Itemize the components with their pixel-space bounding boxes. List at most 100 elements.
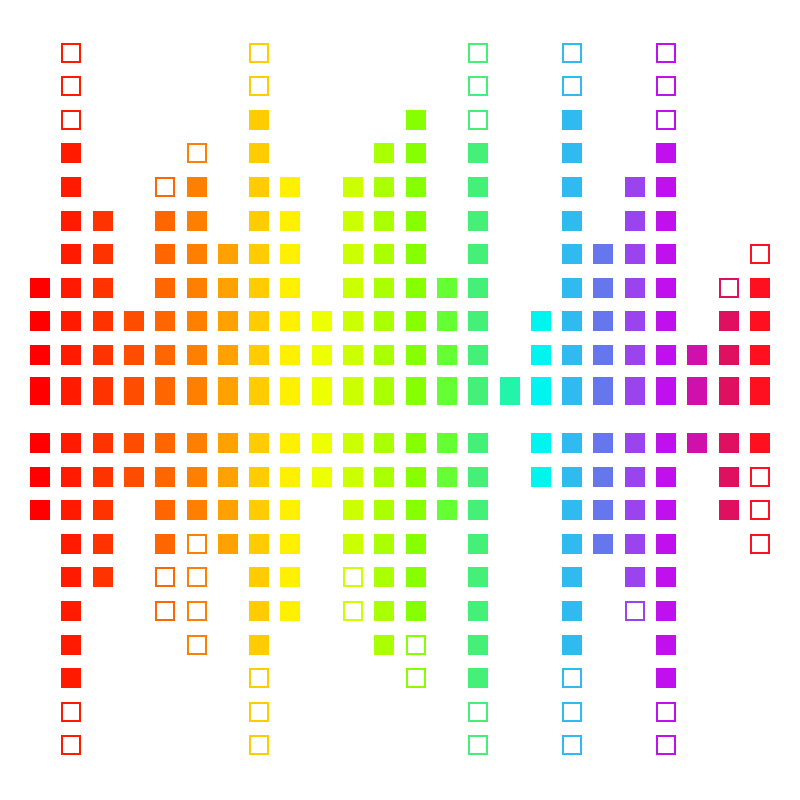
peak-cell-hollow — [749, 466, 770, 487]
level-cell — [61, 567, 82, 588]
peak-cell-hollow — [656, 42, 676, 63]
level-cell — [436, 345, 457, 365]
level-cell — [92, 533, 113, 554]
level-cell — [624, 567, 645, 588]
peak-cell-hollow — [624, 601, 645, 621]
peak-cell-hollow — [405, 668, 426, 689]
level-cell — [468, 277, 489, 298]
level-cell — [624, 244, 645, 265]
level-cell — [718, 311, 739, 332]
level-cell — [468, 466, 489, 487]
level-cell — [217, 500, 238, 521]
level-cell — [61, 533, 82, 554]
peak-cell-hollow — [343, 567, 363, 588]
level-cell — [30, 500, 50, 521]
level-cell — [280, 533, 301, 554]
level-cell — [343, 345, 363, 365]
peak-cell-hollow — [186, 533, 207, 554]
level-cell — [186, 311, 207, 332]
level-cell — [624, 345, 645, 365]
level-cell — [656, 601, 676, 621]
level-cell — [562, 109, 583, 130]
level-cell — [436, 466, 457, 487]
level-cell — [155, 466, 176, 487]
peak-cell-hollow — [749, 500, 770, 521]
center-bar — [123, 377, 144, 405]
level-cell — [562, 567, 583, 588]
level-cell — [155, 533, 176, 554]
level-cell — [656, 668, 676, 689]
center-bar — [311, 377, 332, 405]
peak-cell-hollow — [249, 76, 270, 97]
level-cell — [374, 210, 395, 231]
level-cell — [593, 466, 614, 487]
level-cell — [92, 244, 113, 265]
level-cell — [718, 433, 739, 453]
center-bar — [718, 377, 739, 405]
center-bar — [687, 377, 708, 405]
center-bar — [749, 377, 770, 405]
level-cell — [186, 466, 207, 487]
level-cell — [217, 244, 238, 265]
level-cell — [374, 533, 395, 554]
level-cell — [749, 433, 770, 453]
peak-cell-hollow — [562, 735, 583, 756]
level-cell — [468, 143, 489, 164]
level-cell — [562, 277, 583, 298]
level-cell — [656, 634, 676, 655]
level-cell — [61, 668, 82, 689]
center-bar — [343, 377, 363, 405]
level-cell — [217, 277, 238, 298]
level-cell — [656, 277, 676, 298]
level-cell — [374, 567, 395, 588]
level-cell — [405, 109, 426, 130]
level-cell — [656, 143, 676, 164]
peak-cell-hollow — [343, 601, 363, 621]
level-cell — [374, 244, 395, 265]
level-cell — [280, 311, 301, 332]
center-bar — [92, 377, 113, 405]
center-bar — [61, 377, 82, 405]
level-cell — [186, 210, 207, 231]
center-bar — [562, 377, 583, 405]
center-bar — [155, 377, 176, 405]
peak-cell-hollow — [155, 601, 176, 621]
peak-cell-hollow — [468, 735, 489, 756]
level-cell — [593, 277, 614, 298]
peak-cell-hollow — [61, 76, 82, 97]
level-cell — [405, 500, 426, 521]
level-cell — [186, 244, 207, 265]
level-cell — [405, 601, 426, 621]
level-cell — [343, 244, 363, 265]
center-bar — [374, 377, 395, 405]
level-cell — [61, 345, 82, 365]
level-cell — [468, 345, 489, 365]
level-cell — [30, 345, 50, 365]
peak-cell-hollow — [656, 109, 676, 130]
level-cell — [280, 567, 301, 588]
level-cell — [562, 177, 583, 197]
level-cell — [374, 601, 395, 621]
level-cell — [593, 500, 614, 521]
peak-cell-hollow — [186, 567, 207, 588]
level-cell — [343, 433, 363, 453]
level-cell — [656, 177, 676, 197]
level-cell — [656, 533, 676, 554]
level-cell — [593, 433, 614, 453]
level-cell — [249, 567, 270, 588]
peak-cell-hollow — [249, 668, 270, 689]
level-cell — [311, 311, 332, 332]
level-cell — [280, 244, 301, 265]
level-cell — [280, 433, 301, 453]
level-cell — [217, 345, 238, 365]
level-cell — [593, 244, 614, 265]
peak-cell-hollow — [249, 701, 270, 722]
level-cell — [405, 533, 426, 554]
peak-cell-hollow — [249, 735, 270, 756]
level-cell — [530, 345, 551, 365]
peak-cell-hollow — [468, 701, 489, 722]
peak-cell-hollow — [562, 668, 583, 689]
level-cell — [374, 311, 395, 332]
level-cell — [624, 533, 645, 554]
level-cell — [656, 567, 676, 588]
